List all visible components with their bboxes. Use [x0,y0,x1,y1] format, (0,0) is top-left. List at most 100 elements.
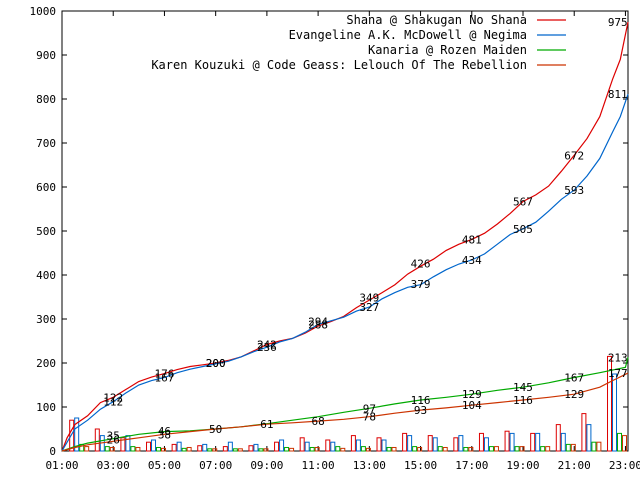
hourly-bar [207,448,213,452]
data-label: 177 [608,367,628,380]
y-tick-label: 1000 [30,5,57,18]
data-label: 426 [411,258,431,271]
y-tick-label: 900 [36,49,56,62]
y-tick-label: 600 [36,181,56,194]
hourly-bar [478,432,484,452]
hourly-bar [453,437,459,452]
hourly-bar [519,446,525,452]
hourly-bar [84,446,90,452]
hourly-bar [596,441,602,452]
x-tick-label: 03:00 [97,459,130,472]
data-label: 61 [260,418,273,431]
x-tick-label: 15:00 [404,459,437,472]
series-line [61,372,629,452]
legend-label: Shana @ Shakugan No Shana [346,13,527,27]
hourly-bar [130,446,136,452]
hourly-bar [186,446,192,452]
x-tick-label: 21:00 [558,459,591,472]
hourly-bar [212,448,218,452]
data-label: 68 [311,415,324,428]
hourly-bar [488,446,494,452]
hourly-bar [483,437,489,452]
hourly-bar [237,448,243,452]
hourly-bar [279,439,285,452]
hourly-bar [248,445,254,452]
hourly-bar [284,446,290,452]
data-label: 46 [158,425,171,438]
data-label: 176 [155,368,175,381]
x-tick-label: 05:00 [148,459,181,472]
x-tick-label: 01:00 [45,459,78,472]
hourly-bar [171,443,177,452]
hourly-bar [437,446,443,452]
hourly-bar [402,432,408,452]
data-label: 811 [608,88,628,101]
hourly-bar [360,446,366,452]
x-tick-label: 07:00 [199,459,232,472]
data-label: 97 [363,402,376,415]
hourly-bar [493,446,499,452]
hourly-bar [94,428,100,452]
hourly-bar [560,432,566,452]
data-label: 200 [206,357,226,370]
data-label: 505 [513,223,533,236]
series-line [61,357,629,452]
legend-label: Karen Kouzuki @ Code Geass: Lelouch Of T… [151,58,527,72]
x-tick-label: 09:00 [250,459,283,472]
hourly-bar [104,446,110,452]
hourly-bar [442,446,448,452]
hourly-bar [407,435,413,452]
data-label: 93 [414,404,427,417]
data-label: 116 [411,394,431,407]
hourly-bar [458,435,464,452]
data-label: 78 [363,411,376,424]
data-label: 434 [462,254,482,267]
hourly-bar [309,446,315,452]
data-label: 129 [462,388,482,401]
hourly-bar [565,443,571,452]
x-tick-label: 11:00 [302,459,335,472]
y-tick-label: 300 [36,313,56,326]
data-label: 26 [107,434,120,447]
data-label: 567 [513,196,533,209]
data-label: 129 [564,388,584,401]
hourly-bar [304,441,310,452]
hourly-bar [227,441,233,452]
hourly-bar [135,446,141,452]
data-label: 167 [564,372,584,385]
hourly-bar [125,435,131,452]
hourly-bar [509,432,515,452]
hourly-bar [391,446,397,452]
hourly-bar [314,446,320,452]
hourly-bar [545,446,551,452]
data-label: 349 [359,291,379,304]
hourly-bar [432,437,438,452]
data-label: 975 [608,16,628,29]
hourly-bar [156,446,162,452]
y-tick-label: 100 [36,401,56,414]
data-label: 672 [564,149,584,162]
hourly-bar [530,432,536,452]
plot-frame [61,10,629,452]
hourly-bar [222,446,228,452]
hourly-bar [412,446,418,452]
hourly-bar [570,443,576,452]
data-label: 242 [257,339,277,352]
hourly-bar [299,437,305,452]
data-label: 167 [155,372,175,385]
data-label: 593 [564,184,584,197]
hourly-bar [202,443,208,452]
hourly-bar [581,413,587,452]
y-tick-label: 500 [36,225,56,238]
data-label: 327 [359,301,379,314]
y-tick-label: 800 [36,93,56,106]
hourly-bar [463,446,469,452]
series-line [61,21,629,452]
hourly-bar [335,446,341,452]
data-label: 379 [411,278,431,291]
x-tick-label: 19:00 [506,459,539,472]
hourly-bar [427,435,433,452]
hourly-bar [468,446,474,452]
data-label: 213 [608,351,628,364]
